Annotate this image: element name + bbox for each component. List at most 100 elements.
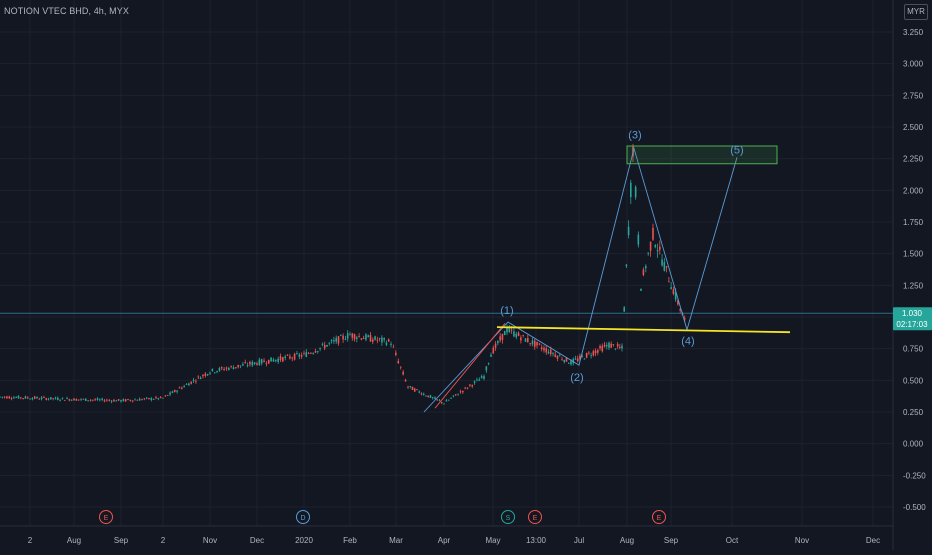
candle-body — [120, 400, 122, 402]
price-tag-countdown: 02:17:03 — [896, 320, 928, 329]
candle-body — [413, 388, 416, 392]
candle-body — [237, 364, 239, 368]
candle-body — [218, 368, 221, 371]
x-tick-label: Feb — [343, 536, 357, 545]
candle-body — [374, 336, 376, 340]
candle-body — [59, 399, 61, 401]
candle-body — [279, 356, 282, 360]
candle-body — [429, 395, 432, 398]
candle-body — [43, 396, 45, 398]
candle-body — [40, 397, 43, 399]
candle-body — [6, 396, 8, 399]
candle-body — [94, 399, 96, 401]
candle-body — [141, 399, 143, 401]
candle-body — [113, 399, 115, 402]
y-tick-label: 1.250 — [903, 281, 924, 290]
candle-body — [185, 384, 188, 385]
candle-body — [411, 386, 414, 390]
x-tick-label: Apr — [438, 536, 451, 545]
candle-body — [340, 335, 342, 337]
candle-body — [89, 399, 92, 401]
candle-body — [621, 345, 623, 349]
candle-body — [387, 339, 390, 342]
x-tick-label: Sep — [664, 536, 679, 545]
candle-body — [192, 380, 195, 382]
event-marker-label: E — [533, 515, 538, 522]
candle-body — [576, 358, 579, 362]
candle-body — [464, 387, 466, 389]
candle-body — [399, 366, 402, 368]
candle-body — [499, 336, 501, 341]
candle-body — [645, 266, 647, 269]
candle-body — [258, 359, 261, 366]
candle-body — [510, 329, 513, 331]
candle-body — [346, 333, 349, 339]
candle-body — [31, 398, 34, 400]
candle-body — [286, 354, 289, 356]
candle-body — [603, 344, 606, 347]
candle-body — [670, 287, 672, 290]
candle-body — [242, 364, 244, 366]
candle-body — [649, 241, 652, 251]
candle-body — [253, 362, 256, 364]
candle-body — [228, 367, 230, 371]
candle-body — [136, 399, 139, 401]
candle-body — [665, 266, 668, 268]
candle-body — [328, 342, 331, 344]
candle-body — [630, 182, 632, 198]
candle-body — [647, 252, 649, 254]
candle-body — [515, 333, 518, 338]
candle-body — [520, 337, 522, 341]
candle-body — [110, 400, 113, 402]
candle-body — [143, 398, 146, 400]
candle-body — [656, 250, 659, 252]
candle-body — [533, 340, 536, 347]
x-tick-label: Oct — [726, 536, 739, 545]
candle-body — [169, 392, 171, 395]
candle-body — [494, 343, 497, 348]
candle-body — [425, 395, 427, 397]
candle-body — [378, 338, 381, 339]
candle-body — [310, 352, 312, 354]
candle-body — [443, 403, 445, 405]
candle-body — [563, 360, 566, 362]
currency-button[interactable]: MYR — [904, 4, 928, 20]
candle-body — [209, 372, 211, 374]
candle-body — [556, 355, 559, 359]
candle-body — [360, 338, 363, 340]
candle-body — [45, 398, 48, 400]
candle-body — [565, 357, 568, 362]
candle-body — [508, 327, 511, 333]
candle-body — [349, 334, 351, 336]
candle-body — [438, 400, 441, 402]
candle-body — [134, 399, 136, 401]
candle-body — [15, 397, 17, 398]
candle-body — [63, 400, 66, 401]
y-tick-label: 2.000 — [903, 186, 924, 195]
candle-body — [235, 367, 237, 368]
candle-body — [371, 339, 374, 342]
candle-body — [124, 399, 127, 402]
candle-body — [497, 341, 499, 344]
candle-body — [183, 386, 185, 388]
candle-body — [540, 347, 543, 350]
candle-body — [447, 399, 450, 401]
event-marker — [99, 510, 113, 524]
target-zone-box — [626, 145, 778, 165]
x-tick-label: 2 — [161, 536, 166, 545]
candle-body — [492, 347, 495, 354]
y-tick-label: 3.000 — [903, 60, 924, 69]
candle-body — [420, 393, 423, 395]
candle-body — [485, 366, 488, 371]
candle-body — [68, 399, 71, 401]
candle-body — [92, 399, 94, 401]
candle-body — [159, 396, 162, 398]
candle-body — [558, 355, 561, 357]
candle-body — [73, 398, 75, 401]
candle-body — [527, 338, 529, 343]
symbol-title: NOTION VTEC BHD, 4h, MYX — [4, 6, 129, 16]
candle-body — [80, 398, 82, 400]
candle-body — [659, 246, 661, 250]
